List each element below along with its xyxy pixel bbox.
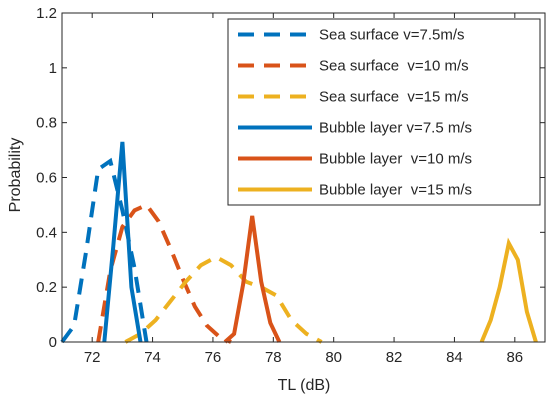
legend-label-5: Bubble layer v=10 m/s [319,151,472,168]
x-axis-title: TL (dB) [278,377,331,394]
legend-label-4: Bubble layer v=7.5 m/s [319,120,472,137]
x-tick-label: 86 [506,349,523,366]
legend-label-6: Bubble layer v=15 m/s [319,182,472,199]
x-tick-label: 72 [84,349,101,366]
series-line-1 [60,157,149,344]
series-line-3 [124,254,323,344]
plot-axes: 72 74 76 78 80 82 84 86 0 0.2 0.4 0.6 0.8 1 1.2 [36,5,546,366]
plot-series [60,141,538,344]
legend-label-1: Sea surface v=7.5m/s [319,27,465,44]
y-tick-label: 0.2 [36,279,57,296]
y-axis-title: Probability [7,138,24,213]
x-tick-label: 76 [205,349,222,366]
legend-box [227,18,541,206]
y-tick-label: 0.6 [36,170,57,187]
legend-label-3: Sea surface v=15 m/s [319,89,469,106]
y-tick-label: 0.8 [36,115,57,132]
series-line-4 [102,141,143,343]
y-tick-label: 0.4 [36,224,57,241]
x-tick-label: 78 [265,349,282,366]
y-tick-label: 1.2 [36,5,57,22]
y-tick-label: 0 [49,334,57,351]
x-tick-label: 74 [144,349,161,366]
x-tick-label: 80 [325,349,342,366]
series-line-2 [96,202,232,344]
x-tick-label: 84 [446,349,463,366]
legend-label-2: Sea surface v=10 m/s [319,58,469,75]
series-line-5 [223,215,282,344]
x-tick-label: 82 [386,349,403,366]
y-tick-label: 1 [49,60,57,77]
legend: Sea surface v=7.5m/s Sea surface v=10 m/s… [227,18,541,206]
series-line-6 [479,237,538,343]
